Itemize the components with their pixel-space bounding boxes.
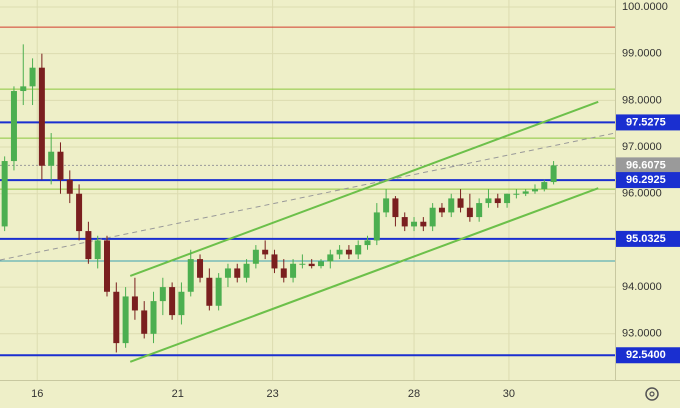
candle-body (224, 268, 231, 278)
y-tick-label: 93.0000 (622, 328, 662, 340)
candle-body (178, 291, 185, 316)
level-label-box (616, 157, 680, 174)
candle-body (336, 249, 343, 255)
candle-body (94, 240, 101, 260)
y-tick-label: 94.0000 (622, 281, 662, 293)
candle-body (550, 165, 557, 183)
candle-body (206, 277, 213, 306)
candle-body (1, 161, 8, 227)
candle-body (20, 86, 27, 92)
level-label: 95.0325 (626, 233, 666, 245)
candle-body (373, 212, 380, 241)
level-label: 92.5400 (626, 349, 666, 361)
candle-body (215, 277, 222, 306)
candle-body (513, 193, 520, 195)
y-tick-label: 97.0000 (622, 141, 662, 153)
candle-body (522, 191, 529, 194)
candle-body (103, 240, 110, 292)
candle-body (76, 193, 83, 232)
candle-body (66, 179, 73, 194)
candle-body (57, 151, 64, 180)
candle-body (317, 261, 324, 267)
candle-body (85, 231, 92, 260)
level-label-box (616, 172, 680, 189)
candle-body (141, 310, 148, 334)
candle-body (48, 151, 55, 166)
candle-body (429, 207, 436, 227)
candle-body (494, 198, 501, 204)
candle-body (355, 245, 362, 255)
x-tick-label: 21 (172, 388, 184, 400)
y-tick-label: 100.0000 (622, 1, 668, 13)
candle-body (420, 221, 427, 227)
x-tick-label: 30 (503, 388, 515, 400)
candle-body (411, 221, 418, 227)
trendline (129, 187, 599, 363)
level-label-box (616, 347, 680, 364)
candle-body (383, 198, 390, 213)
candle-body (243, 263, 250, 278)
settings-gear[interactable] (645, 387, 659, 401)
candle-body (401, 217, 408, 227)
trendline (129, 100, 599, 277)
candle-body (308, 263, 315, 267)
candle-body (159, 287, 166, 302)
trendline (0, 132, 616, 261)
candle-body (271, 254, 278, 269)
x-tick-label: 16 (31, 388, 43, 400)
x-tick-label: 28 (408, 388, 420, 400)
candle-body (504, 193, 511, 204)
candle-body (364, 240, 371, 246)
candle-body (485, 198, 492, 204)
candle-body (262, 249, 269, 255)
candle-body (150, 301, 157, 334)
level-label: 97.5275 (626, 116, 666, 128)
y-tick-label: 96.0000 (622, 188, 662, 200)
candle-body (345, 249, 352, 255)
candle-body (541, 182, 548, 190)
candle-body (169, 287, 176, 316)
candle-body (466, 207, 473, 218)
y-tick-label: 99.0000 (622, 48, 662, 60)
candle-body (252, 249, 259, 264)
candle-body (29, 67, 36, 87)
y-tick-label: 98.0000 (622, 94, 662, 106)
candle-body (448, 198, 455, 213)
level-label: 96.2925 (626, 174, 666, 186)
settings-icon[interactable] (645, 387, 659, 401)
x-tick-label: 23 (266, 388, 278, 400)
candle-body (197, 259, 204, 278)
candle-body (113, 291, 120, 344)
level-label-box (616, 230, 680, 247)
settings-gear-center[interactable] (649, 391, 655, 397)
level-label-box (616, 114, 680, 131)
candle-body (438, 207, 445, 213)
plot (0, 0, 616, 380)
candle-body (327, 254, 334, 262)
level-label: 96.6075 (626, 159, 666, 171)
candle-body (290, 263, 297, 278)
candle-body (234, 268, 241, 278)
candle-body (10, 91, 17, 162)
candle-body (476, 203, 483, 218)
candle-body (280, 268, 287, 278)
candle-body (457, 198, 464, 208)
candle-body (38, 67, 45, 166)
candle-body (392, 198, 399, 218)
candle-body (131, 296, 138, 311)
candle-body (531, 189, 538, 192)
candle-body (299, 263, 306, 265)
candle-body (187, 259, 194, 292)
candle-body (122, 296, 129, 344)
